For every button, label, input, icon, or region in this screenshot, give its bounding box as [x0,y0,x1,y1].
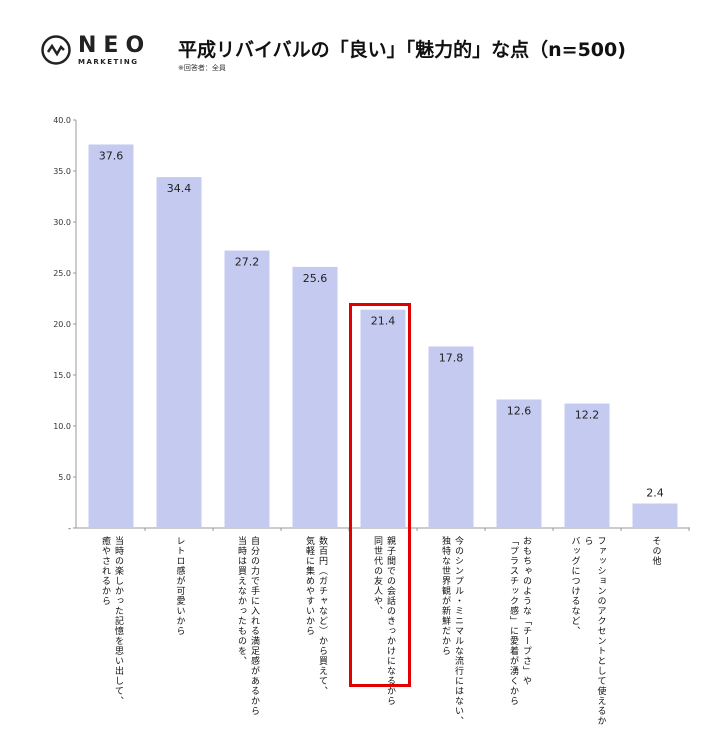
bar [88,144,134,529]
bar [156,177,202,528]
bar [360,309,406,528]
x-tick-label: おもちゃのような「チープさ」や 「プラスチック感」に愛着が湧くから [508,536,531,706]
bar [292,266,338,528]
y-tick-label: 40.0 [53,116,71,125]
data-label: 21.4 [371,315,396,328]
data-label: 27.2 [235,256,260,269]
x-tick-label: ファッションのアクセントとして使えるから バッグにつけるなど、 [569,536,606,726]
logo: NEO MARKETING [40,34,151,66]
data-label: 2.4 [646,487,664,500]
chart-title: 平成リバイバルの「良い」「魅力的」な点（n=500) [178,39,626,61]
x-tick-label: 自分の力で手に入れる満足感があるから 当時は買えなかったものを、 [236,536,259,716]
bar [496,399,542,528]
x-tick-label: レトロ感が可愛いから [174,536,185,636]
data-label: 12.6 [507,404,532,417]
data-label: 12.2 [575,409,600,422]
logo-main: NEO [78,32,152,58]
y-tick-label: 35.0 [53,167,71,176]
bar [224,250,270,528]
bar [564,403,610,528]
y-tick-label: 30.0 [53,218,71,227]
x-tick-label: 今のシンプル・ミニマルな流行にはない、 独特な世界観が新鮮だから [440,536,463,726]
x-tick-label: 数百円（ガチャなど）から買えて、 気軽に集めやすいから [304,536,327,696]
data-label: 37.6 [99,149,124,162]
x-tick-label: その他 [650,536,661,566]
y-tick-label: 25.0 [53,269,71,278]
y-tick-label: 5.0 [58,473,71,482]
data-label: 34.4 [167,182,192,195]
bar [632,503,678,528]
data-label: 25.6 [303,272,328,285]
neo-logo-icon [41,35,71,65]
x-tick-label: 親子間での会話のきっかけになるから 同世代の友人や、 [372,536,395,706]
chart-subtitle: ※回答者：全員 [178,64,226,72]
y-tick-label: 10.0 [53,422,71,431]
y-tick-label: 20.0 [53,320,71,329]
highlight-box [349,303,411,687]
logo-sub: MARKETING [78,57,139,66]
bar [428,346,474,528]
data-label: 17.8 [439,351,464,364]
y-tick-label: 15.0 [53,371,71,380]
x-tick-label: 当時の楽しかった記憶を思い出して、 癒やされるから [100,536,123,706]
y-tick-label: - [68,524,71,533]
